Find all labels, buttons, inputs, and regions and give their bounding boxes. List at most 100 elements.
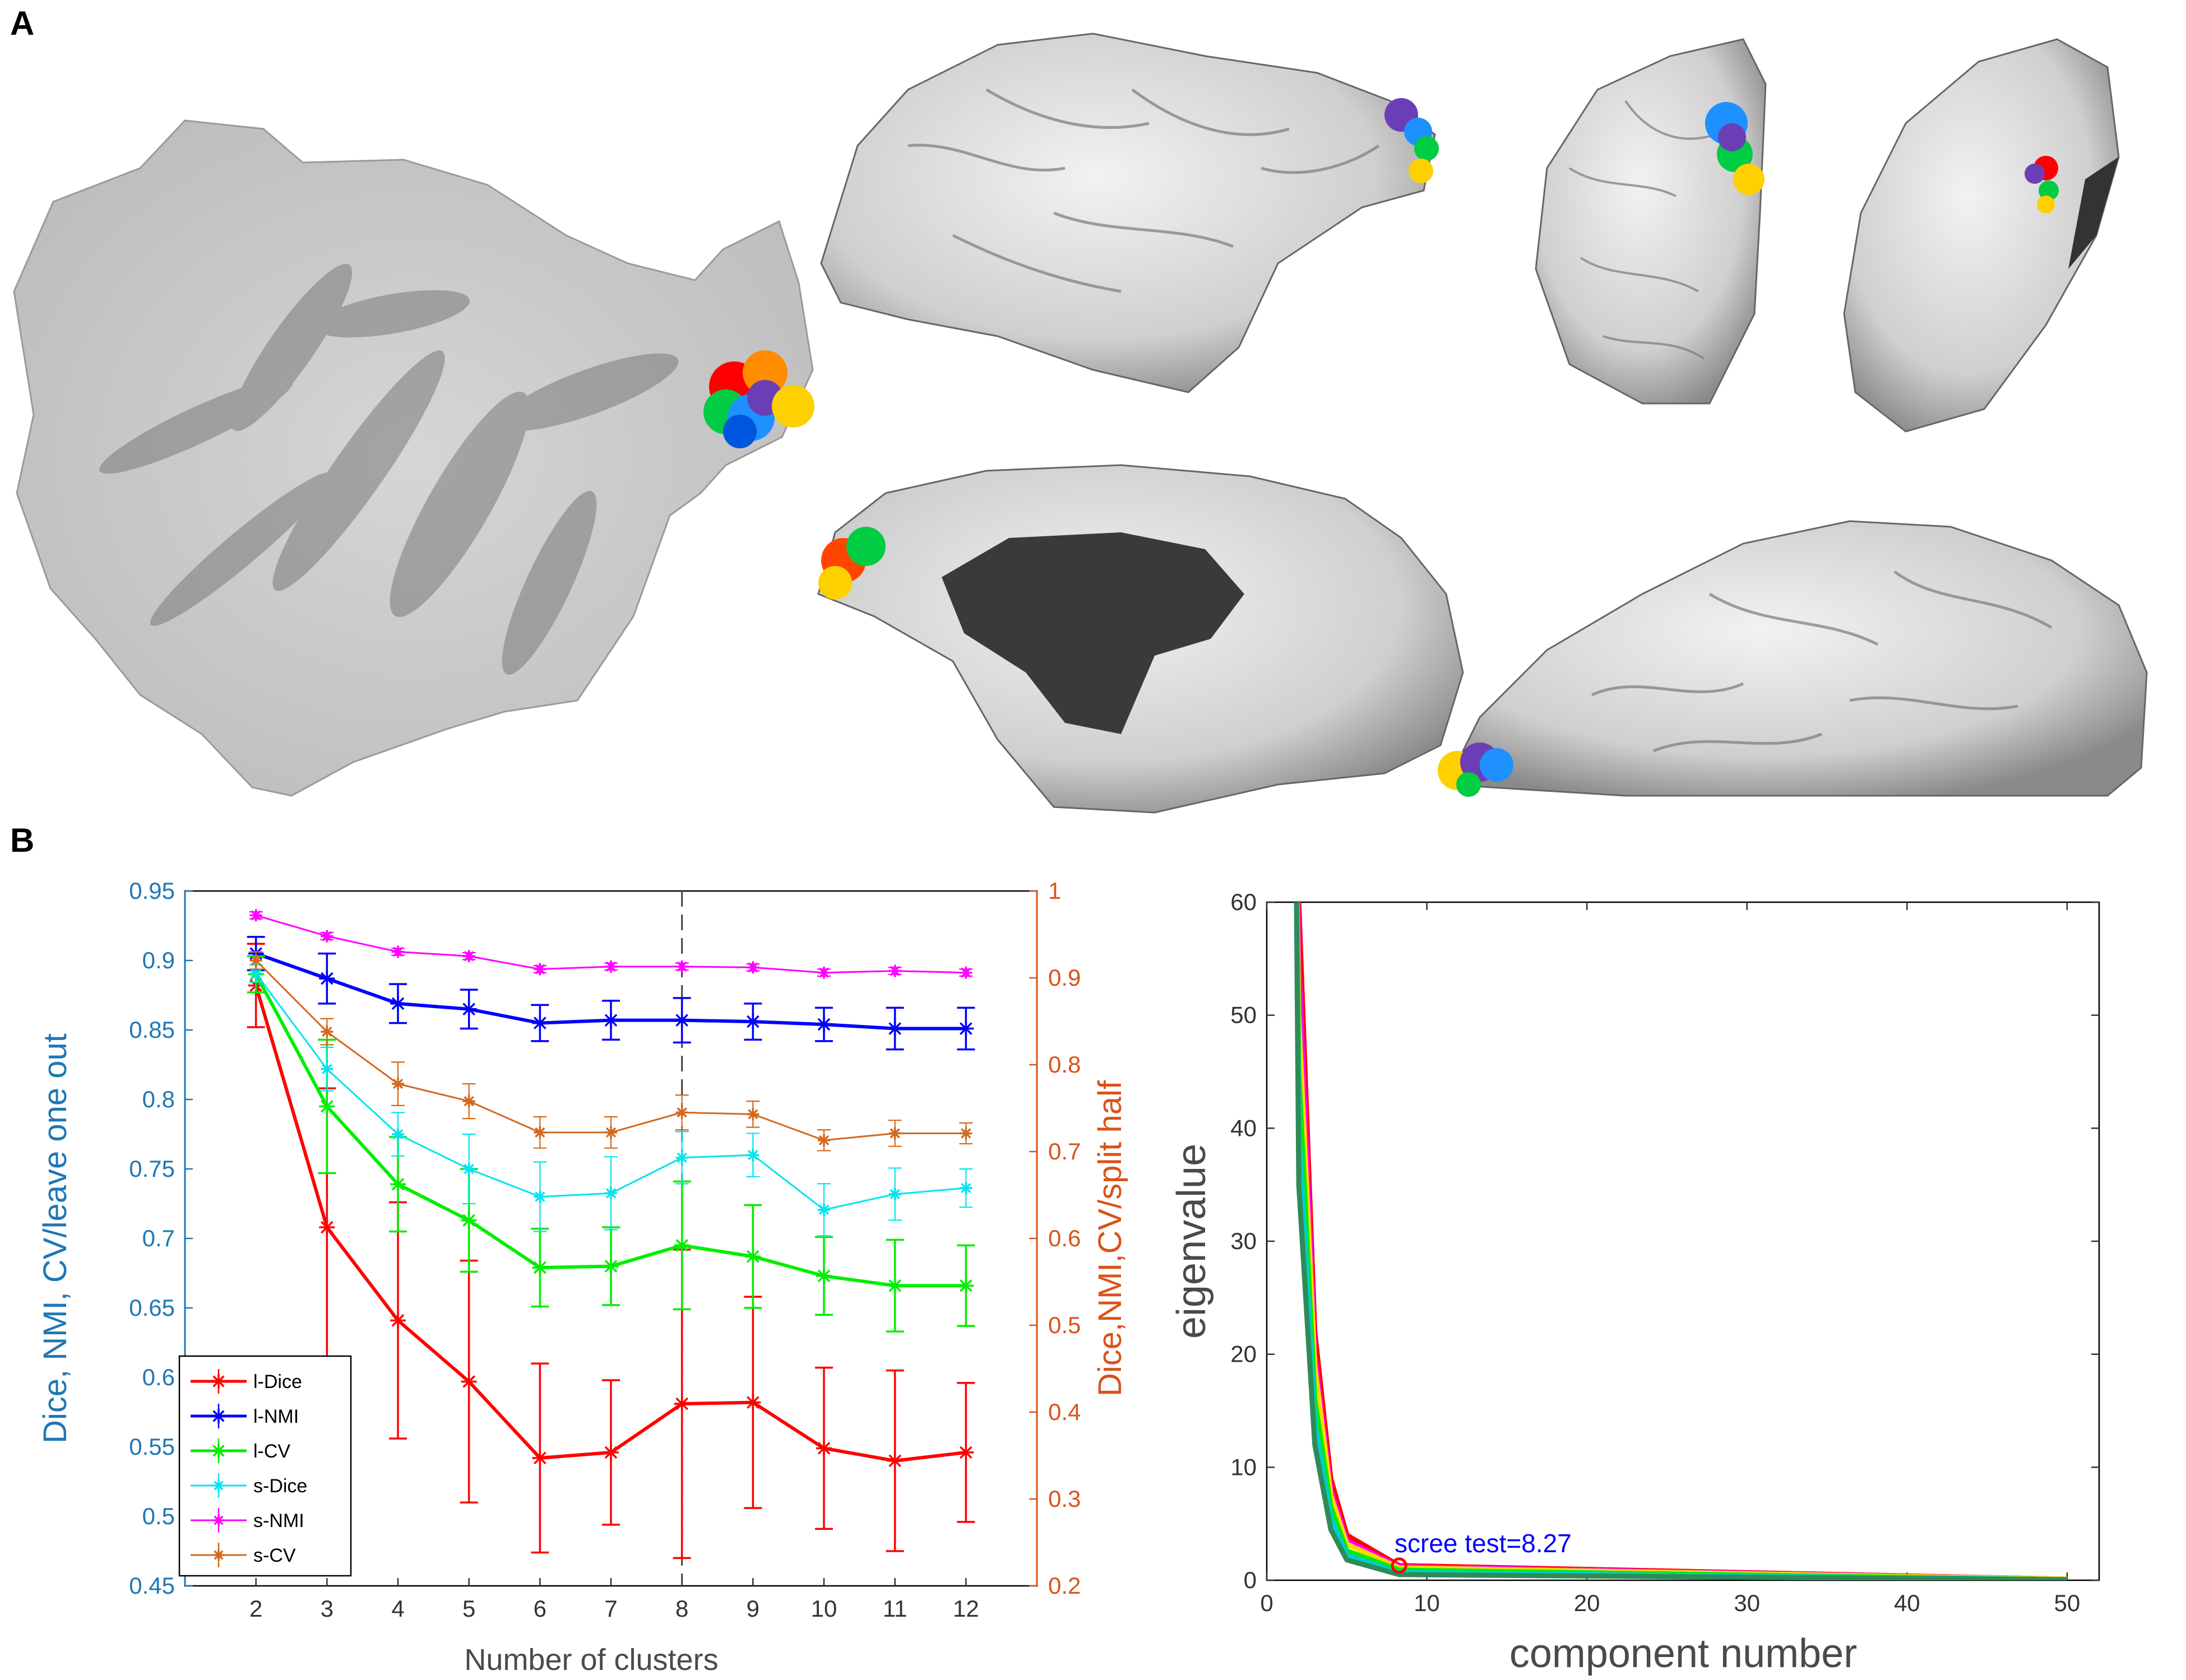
- series-l-CV: [247, 955, 975, 1333]
- roi-clusters-flat: [703, 350, 814, 448]
- y-tick-label-left: 0.8: [142, 1086, 175, 1112]
- data-point: [461, 1001, 477, 1017]
- data-point: [888, 1127, 901, 1140]
- series-s-CV: [249, 951, 973, 1152]
- data-point: [319, 1098, 335, 1115]
- x-tick-label: 7: [604, 1595, 617, 1622]
- brain-ventral-view: [1438, 520, 2148, 797]
- y-tick-label-right: 0.2: [1048, 1572, 1081, 1599]
- y-tick-label-right: 0.7: [1048, 1138, 1081, 1164]
- data-point: [249, 909, 262, 922]
- legend: l-Dice l-NMI l-CV s-Dice s-NMI s-CV: [178, 1355, 352, 1577]
- data-point: [816, 1017, 832, 1033]
- data-point: [461, 1212, 477, 1228]
- y-tick-label-right: 0.4: [1048, 1399, 1081, 1425]
- x-axis-label: Number of clusters: [464, 1643, 718, 1677]
- data-point: [675, 960, 688, 973]
- brain-anterior-view: [1843, 38, 2120, 433]
- data-point: [745, 1249, 761, 1265]
- scree-plot: 0 10 20 30 40 50 60 0 10 20 30 40 50 scree test=8.27…: [1169, 889, 2100, 1676]
- x-tick-label: 0: [1260, 1590, 1273, 1616]
- y-tick-label-right: 0.3: [1048, 1486, 1081, 1512]
- data-point: [605, 1126, 617, 1139]
- y-tick-label-right: 0.9: [1048, 964, 1081, 991]
- data-point: [747, 1149, 759, 1162]
- data-point: [534, 963, 546, 976]
- data-point: [603, 1012, 619, 1028]
- y-tick-label-left: 0.95: [129, 878, 175, 904]
- series-s-Dice: [249, 964, 973, 1237]
- data-point: [319, 971, 335, 987]
- x-tick-label: 20: [1574, 1590, 1600, 1616]
- flat-map: [13, 119, 814, 797]
- data-point: [534, 1126, 546, 1139]
- legend-box: [178, 1355, 352, 1577]
- data-point: [319, 1219, 335, 1236]
- data-point: [674, 1396, 690, 1412]
- x-tick-label: 12: [953, 1595, 979, 1622]
- panel-a-label: A: [10, 4, 34, 42]
- data-point: [390, 995, 406, 1011]
- data-point: [532, 1015, 548, 1031]
- data-point: [605, 1187, 617, 1200]
- data-point: [534, 1190, 546, 1203]
- data-point: [674, 1237, 690, 1254]
- data-point: [532, 1260, 548, 1276]
- legend-label: l-CV: [253, 1441, 290, 1462]
- data-point: [745, 1394, 761, 1410]
- data-point: [392, 945, 404, 958]
- data-point: [816, 1440, 832, 1456]
- data-point: [745, 1014, 761, 1030]
- chart2-axes: 0 10 20 30 40 50 60 0 10 20 30 40 50: [1230, 889, 2099, 1616]
- data-point: [816, 1268, 832, 1284]
- brain-lateral-view: [820, 33, 1439, 393]
- x-tick-label: 3: [321, 1595, 334, 1622]
- data-point: [392, 1128, 404, 1140]
- series-l-Dice: [247, 943, 975, 1560]
- data-point: [958, 1020, 974, 1037]
- y-tick-label-right: 0.6: [1048, 1225, 1081, 1251]
- series-s-NMI: [249, 909, 973, 979]
- data-point: [887, 1278, 903, 1294]
- data-point: [675, 1106, 688, 1119]
- scree-point-marker: [1391, 1557, 1407, 1574]
- y-tick-label-left: 0.9: [142, 947, 175, 973]
- x-tick-label: 10: [811, 1595, 837, 1622]
- data-point: [888, 964, 901, 977]
- data-point: [390, 1312, 406, 1329]
- data-point: [462, 950, 475, 963]
- data-point: [747, 961, 759, 974]
- x-tick-label: 5: [462, 1595, 475, 1622]
- data-point: [321, 930, 334, 943]
- data-point: [818, 966, 830, 979]
- panel-b-label: B: [10, 822, 34, 859]
- data-point: [390, 1176, 406, 1192]
- legend-label: l-Dice: [253, 1371, 302, 1393]
- data-point: [321, 1062, 334, 1075]
- x-tick-label: 9: [747, 1595, 759, 1622]
- y-tick-label-right: 0.5: [1048, 1312, 1081, 1338]
- data-point: [675, 1151, 688, 1164]
- x-axis-label-2: component number: [1509, 1631, 1857, 1676]
- x-tick-label: 30: [1734, 1590, 1760, 1616]
- data-point: [603, 1444, 619, 1460]
- y-axis-label-right: Dice,NMI,CV/split half: [1092, 1080, 1128, 1396]
- x-tick-label: 6: [534, 1595, 546, 1622]
- data-point: [960, 1182, 972, 1195]
- data-point: [818, 1134, 830, 1147]
- y-tick-label: 40: [1230, 1115, 1257, 1141]
- plot-area-2: [1266, 901, 2100, 1581]
- y-tick-label: 30: [1230, 1228, 1257, 1254]
- y-tick-label-right: 0.8: [1048, 1051, 1081, 1078]
- data-point: [747, 1108, 759, 1121]
- data-point: [249, 954, 262, 967]
- x-tick-label: 10: [1414, 1590, 1440, 1616]
- y-tick-label-left: 0.55: [129, 1433, 175, 1460]
- legend-label: l-NMI: [253, 1406, 299, 1427]
- y-tick-label-left: 0.85: [129, 1017, 175, 1043]
- data-point: [958, 1444, 974, 1460]
- legend-label: s-Dice: [253, 1475, 307, 1497]
- legend-label: s-CV: [253, 1545, 296, 1566]
- y-tick-label-left: 0.7: [142, 1225, 175, 1251]
